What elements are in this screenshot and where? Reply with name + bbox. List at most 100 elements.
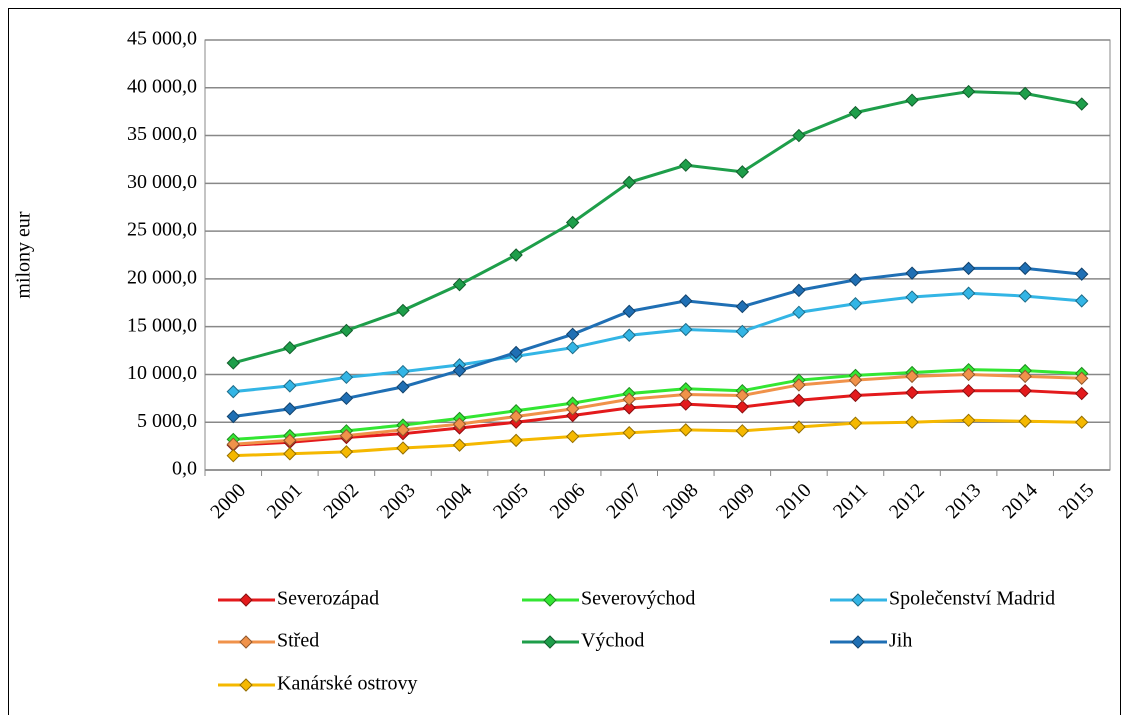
- point-marker: [792, 305, 806, 320]
- point-marker: [226, 409, 240, 424]
- legend-label: Společenství Madrid: [889, 588, 1055, 610]
- point-marker: [226, 448, 240, 463]
- point-marker: [509, 433, 523, 448]
- point-marker: [735, 388, 750, 403]
- point-marker: [452, 277, 467, 292]
- point-marker: [848, 388, 863, 403]
- point-marker: [1018, 414, 1032, 428]
- point-marker: [452, 417, 467, 431]
- point-marker: [622, 175, 636, 190]
- point-marker: [905, 290, 919, 304]
- point-marker: [961, 383, 976, 398]
- point-marker: [622, 304, 636, 319]
- point-marker: [1075, 371, 1089, 385]
- point-marker: [283, 433, 297, 448]
- legend-label: Severozápad: [277, 588, 379, 610]
- point-marker: [396, 364, 410, 379]
- point-marker: [339, 370, 354, 385]
- point-marker: [1075, 415, 1089, 429]
- y-tick-label: 10 000,0: [127, 362, 197, 384]
- point-marker: [905, 369, 919, 384]
- series-line: [233, 368, 1082, 441]
- legend-label: Kanárské ostrovy: [277, 673, 418, 695]
- point-marker: [339, 391, 354, 406]
- legend-marker: [851, 593, 865, 607]
- point-marker: [283, 402, 297, 416]
- legend-marker: [543, 593, 557, 607]
- point-marker: [565, 327, 580, 342]
- y-tick-label: 30 000,0: [127, 171, 197, 193]
- point-marker: [735, 299, 750, 314]
- y-tick-label: 0,0: [172, 458, 197, 480]
- series-line: [233, 291, 1082, 394]
- point-marker: [339, 323, 354, 338]
- point-marker: [565, 402, 580, 416]
- y-tick-label: 5 000,0: [137, 410, 197, 432]
- point-marker: [565, 429, 580, 444]
- point-marker: [622, 401, 636, 415]
- point-marker: [1075, 294, 1089, 308]
- point-marker: [679, 158, 693, 172]
- point-marker: [1018, 369, 1032, 384]
- legend-marker: [543, 635, 557, 649]
- y-tick-label: 45 000,0: [127, 28, 197, 50]
- point-marker: [905, 415, 919, 429]
- point-marker: [679, 322, 693, 337]
- point-marker: [396, 423, 410, 437]
- point-marker: [1018, 383, 1032, 398]
- point-marker: [565, 215, 580, 230]
- point-marker: [848, 373, 863, 387]
- legend-marker: [239, 678, 253, 692]
- legend-marker: [239, 635, 253, 649]
- point-marker: [396, 303, 410, 318]
- legend-marker: [239, 593, 253, 607]
- point-marker: [509, 345, 523, 360]
- point-marker: [792, 283, 806, 298]
- point-marker: [1075, 97, 1089, 111]
- point-marker: [905, 266, 919, 280]
- point-marker: [792, 420, 806, 434]
- point-marker: [226, 356, 240, 370]
- legend-marker: [851, 635, 865, 649]
- point-marker: [396, 380, 410, 394]
- point-marker: [396, 441, 410, 455]
- point-marker: [679, 423, 693, 437]
- point-marker: [622, 328, 636, 342]
- point-marker: [735, 400, 750, 414]
- series-line: [233, 418, 1082, 458]
- point-marker: [679, 387, 693, 402]
- point-marker: [792, 378, 806, 392]
- point-marker: [283, 379, 297, 393]
- point-marker: [905, 385, 919, 400]
- point-marker: [848, 105, 863, 120]
- point-marker: [679, 294, 693, 308]
- series-line: [233, 389, 1082, 447]
- point-marker: [339, 445, 354, 459]
- point-marker: [848, 416, 863, 430]
- point-marker: [848, 273, 863, 287]
- point-marker: [452, 363, 467, 378]
- y-tick-label: 15 000,0: [127, 314, 197, 336]
- point-marker: [735, 324, 750, 339]
- series-line: [233, 372, 1082, 446]
- point-marker: [792, 128, 806, 143]
- point-marker: [961, 286, 976, 300]
- legend-label: Východ: [581, 630, 644, 652]
- point-marker: [283, 447, 297, 461]
- point-marker: [1018, 289, 1032, 303]
- point-marker: [509, 248, 523, 262]
- point-marker: [283, 340, 297, 355]
- point-marker: [961, 367, 976, 382]
- point-marker: [339, 428, 354, 443]
- point-marker: [622, 426, 636, 440]
- point-marker: [1075, 267, 1089, 281]
- series-line: [233, 266, 1082, 418]
- y-tick-label: 40 000,0: [127, 75, 197, 97]
- y-tick-label: 35 000,0: [127, 123, 197, 145]
- y-tick-label: 20 000,0: [127, 266, 197, 288]
- point-marker: [1075, 386, 1089, 401]
- point-marker: [905, 93, 919, 107]
- point-marker: [565, 340, 580, 355]
- point-marker: [622, 392, 636, 406]
